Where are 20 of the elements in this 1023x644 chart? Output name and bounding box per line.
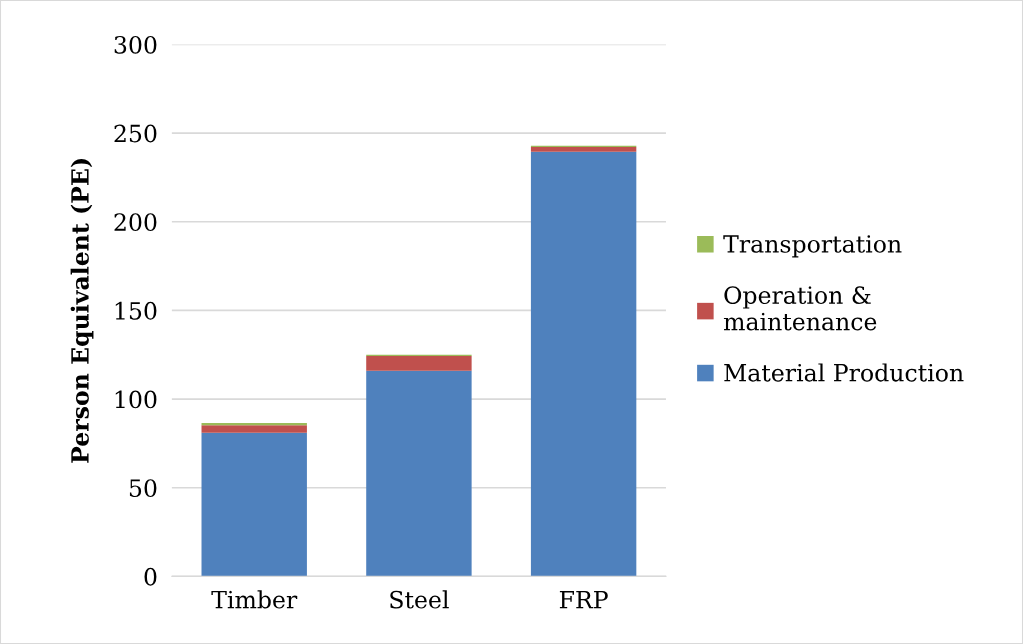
y-axis-title: Person Equivalent (PE) [70,159,94,463]
bar [530,151,637,577]
x-tick-label: FRP [559,591,608,609]
bar [366,370,472,577]
bar [366,355,472,371]
bar [201,432,307,577]
bar [530,147,637,152]
x-tick-label: Steel [390,590,449,609]
y-tick-label: 100 [115,390,157,409]
y-tick-label: 0 [144,567,157,586]
y-tick-label: 250 [114,124,157,143]
y-tick-label: 150 [115,301,157,320]
legend-label: Transportation [723,235,902,258]
y-tick-label: 50 [129,479,157,498]
legend-label: Material Production [724,363,964,382]
legend-label: Operation & maintenance [723,286,877,331]
bar [201,425,307,433]
x-tick-label: Timber [211,590,298,609]
y-tick-label: 300 [114,35,157,54]
y-tick-label: 200 [114,213,157,232]
